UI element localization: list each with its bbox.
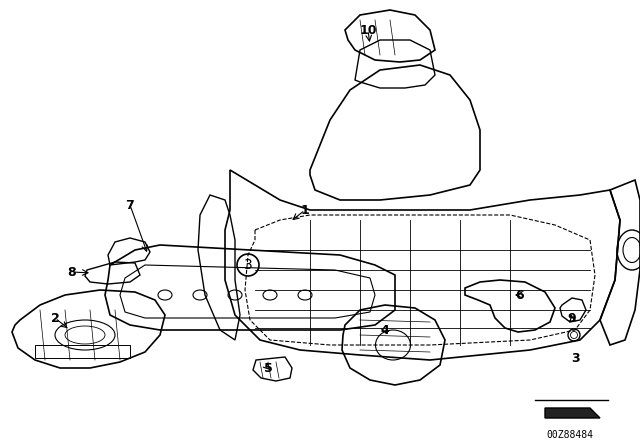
Text: 1: 1 [301,203,309,216]
Text: 7: 7 [125,198,134,211]
Text: 00Z88484: 00Z88484 [547,430,593,440]
Text: 3: 3 [571,352,579,365]
Text: 6: 6 [516,289,524,302]
Text: 8: 8 [68,266,76,279]
Text: 5: 5 [264,362,273,375]
Text: 9: 9 [568,311,576,324]
Text: 2: 2 [51,311,60,324]
Text: 4: 4 [381,323,389,336]
Polygon shape [545,408,600,418]
Text: 3: 3 [244,258,252,272]
Text: 10: 10 [359,23,377,36]
